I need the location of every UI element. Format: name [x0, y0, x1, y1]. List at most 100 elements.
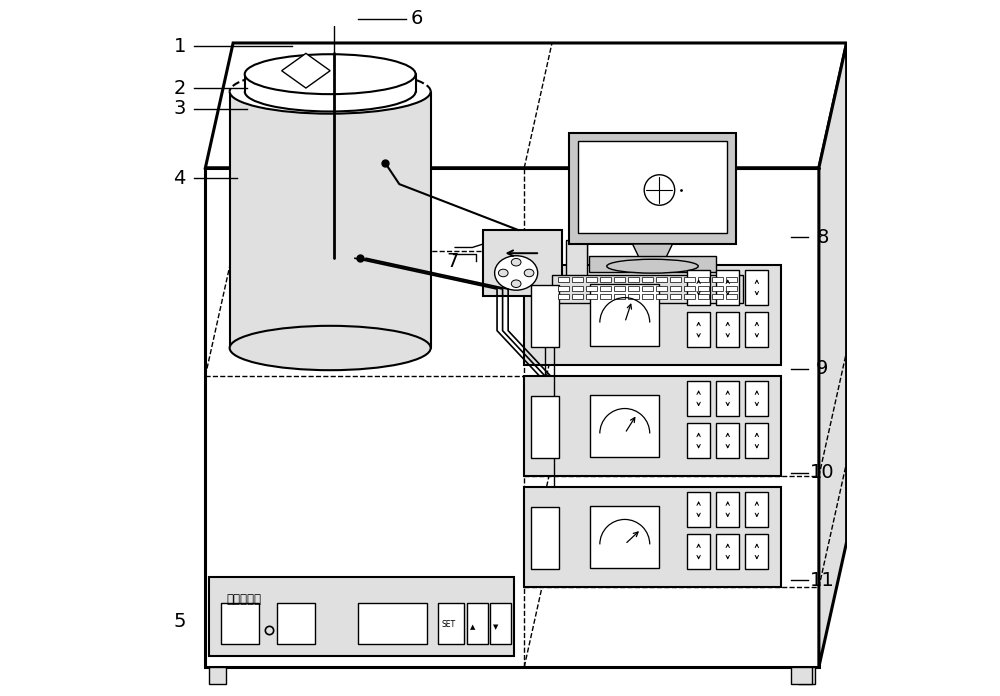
Bar [712, 285, 723, 291]
Text: 7: 7 [447, 252, 459, 271]
Bar [531, 285, 559, 347]
Bar [716, 423, 739, 458]
Bar [716, 534, 739, 569]
Bar [745, 534, 768, 569]
Bar [745, 491, 768, 527]
Bar [684, 294, 695, 299]
Polygon shape [819, 43, 847, 667]
Ellipse shape [511, 258, 521, 266]
Ellipse shape [230, 326, 431, 370]
Ellipse shape [524, 269, 534, 277]
Bar [687, 312, 710, 347]
Bar [712, 294, 723, 299]
Bar [670, 285, 681, 291]
Polygon shape [205, 43, 847, 168]
Bar [209, 577, 514, 656]
Bar [586, 285, 597, 291]
Bar [600, 277, 611, 283]
Bar [745, 270, 768, 305]
Polygon shape [633, 244, 672, 258]
Bar [277, 603, 315, 644]
Bar [716, 312, 739, 347]
Bar [578, 141, 727, 233]
Bar [569, 133, 736, 244]
Text: SET: SET [441, 620, 455, 629]
Bar [698, 285, 709, 291]
Bar [726, 294, 737, 299]
Bar [642, 294, 653, 299]
Bar [712, 277, 723, 283]
Ellipse shape [495, 255, 538, 290]
Bar [589, 257, 716, 271]
Bar [687, 423, 710, 458]
Bar [745, 423, 768, 458]
Text: 11: 11 [810, 571, 835, 590]
Polygon shape [230, 91, 431, 348]
Bar [221, 603, 259, 644]
Text: 3: 3 [174, 100, 186, 118]
Bar [524, 376, 781, 476]
Bar [656, 285, 667, 291]
Bar [716, 381, 739, 416]
Bar [572, 277, 583, 283]
Bar [524, 264, 781, 365]
Bar [205, 168, 819, 667]
Bar [745, 312, 768, 347]
Bar [716, 270, 739, 305]
Bar [590, 284, 659, 347]
Bar [656, 277, 667, 283]
Bar [614, 294, 625, 299]
Bar [590, 395, 659, 457]
Ellipse shape [607, 260, 698, 273]
Bar [586, 277, 597, 283]
Text: 1: 1 [174, 37, 186, 56]
Bar [614, 285, 625, 291]
Bar [687, 491, 710, 527]
Bar [600, 285, 611, 291]
Bar [558, 277, 569, 283]
Bar [628, 277, 639, 283]
Bar [438, 603, 464, 644]
Bar [590, 506, 659, 568]
Bar [791, 667, 812, 684]
Bar [358, 603, 427, 644]
Bar [572, 285, 583, 291]
Bar [670, 277, 681, 283]
Bar [558, 294, 569, 299]
Bar [642, 277, 653, 283]
Bar [586, 294, 597, 299]
Text: ▼: ▼ [493, 624, 498, 630]
Bar [209, 667, 226, 684]
Bar [628, 285, 639, 291]
Text: 恒温水浴锅: 恒温水浴锅 [226, 592, 261, 606]
Bar [552, 275, 743, 303]
Bar [531, 396, 559, 458]
Bar [726, 277, 737, 283]
Ellipse shape [245, 54, 416, 94]
Bar [531, 507, 559, 569]
Ellipse shape [230, 70, 431, 113]
Ellipse shape [498, 269, 508, 277]
Polygon shape [282, 54, 330, 88]
Bar [566, 240, 587, 286]
Bar [467, 603, 488, 644]
Bar [745, 381, 768, 416]
Bar [687, 534, 710, 569]
Polygon shape [245, 74, 416, 91]
Bar [798, 667, 815, 684]
Text: 5: 5 [173, 612, 186, 631]
Bar [698, 277, 709, 283]
Bar [524, 487, 781, 587]
Text: 9: 9 [816, 359, 829, 379]
Bar [684, 285, 695, 291]
Bar [726, 285, 737, 291]
Bar [687, 270, 710, 305]
Bar [614, 277, 625, 283]
Bar [716, 491, 739, 527]
Text: 4: 4 [174, 168, 186, 188]
Bar [572, 294, 583, 299]
Bar [684, 277, 695, 283]
Bar [600, 294, 611, 299]
Text: ▲: ▲ [469, 624, 475, 630]
Bar [670, 294, 681, 299]
